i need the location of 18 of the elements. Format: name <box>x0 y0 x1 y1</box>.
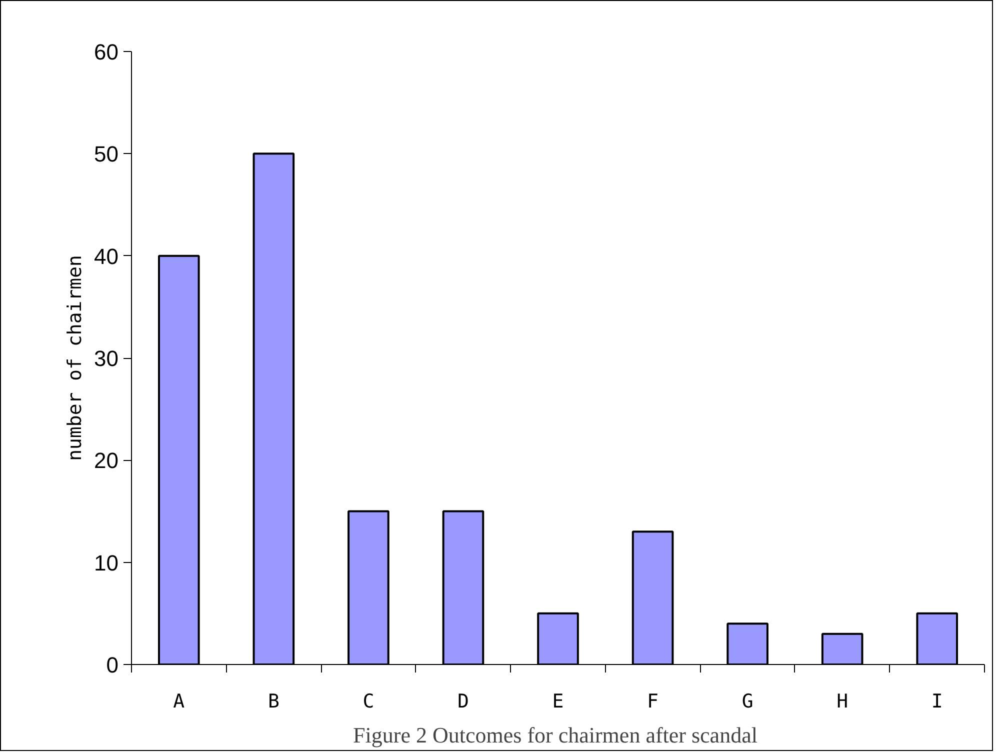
y-tick-label: 10 <box>94 550 119 576</box>
y-tick-label: 20 <box>94 448 119 474</box>
y-tick-label: 30 <box>94 346 119 371</box>
x-tick-label: G <box>742 690 754 712</box>
x-tick-label: C <box>362 690 374 712</box>
x-tick-label: A <box>173 690 186 712</box>
y-axis-title: number of chairmen <box>64 255 86 461</box>
x-tick-label: D <box>458 690 469 712</box>
x-tick-label: E <box>552 690 564 712</box>
y-tick-label: 0 <box>106 652 119 678</box>
text: Figure 2 Outcomes for chairmen after scandal <box>353 722 758 748</box>
x-tick-label: B <box>268 690 280 712</box>
x-tick-label: F <box>647 690 659 712</box>
y-tick-label: 60 <box>94 40 119 64</box>
y-tick-label: 40 <box>94 244 119 269</box>
y-tick-label: 50 <box>94 142 119 167</box>
x-tick-label: H <box>836 690 848 712</box>
x-tick-label: I <box>931 690 943 712</box>
